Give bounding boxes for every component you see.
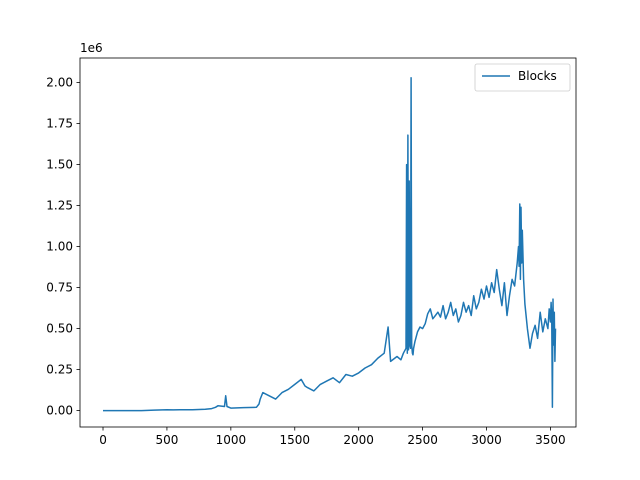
y-tick-label: 1.25 [46,199,73,213]
x-tick-label: 2000 [343,433,374,447]
x-tick-label: 1000 [216,433,247,447]
series-line-blocks [103,76,557,412]
x-axis: 0 500 1000 1500 2000 2500 3000 3500 [99,427,566,447]
y-tick-label: 1.00 [46,240,73,254]
y-tick-label: 1.50 [46,158,73,172]
x-tick-label: 3000 [471,433,502,447]
y-tick-label: 0.25 [46,363,73,377]
y-tick-label: 0.00 [46,404,73,418]
x-tick-label: 0 [99,433,107,447]
y-tick-label: 2.00 [46,76,73,90]
legend-box [474,63,571,92]
y-tick-label: 0.75 [46,281,73,295]
x-tick-label: 3500 [535,433,566,447]
legend: Blocks [474,63,571,92]
plot-area [103,76,557,412]
x-tick-label: 500 [155,433,178,447]
legend-label-blocks: Blocks [518,69,557,83]
y-tick-label: 1.75 [46,117,73,131]
y-offset-text: 1e6 [80,41,103,55]
x-tick-label: 2500 [407,433,438,447]
x-tick-label: 1500 [279,433,310,447]
axes-frame [79,57,577,428]
y-axis: 0.00 0.25 0.50 0.75 1.00 1.25 1.50 1.75 2.00 [46,76,80,418]
y-tick-label: 0.50 [46,322,73,336]
